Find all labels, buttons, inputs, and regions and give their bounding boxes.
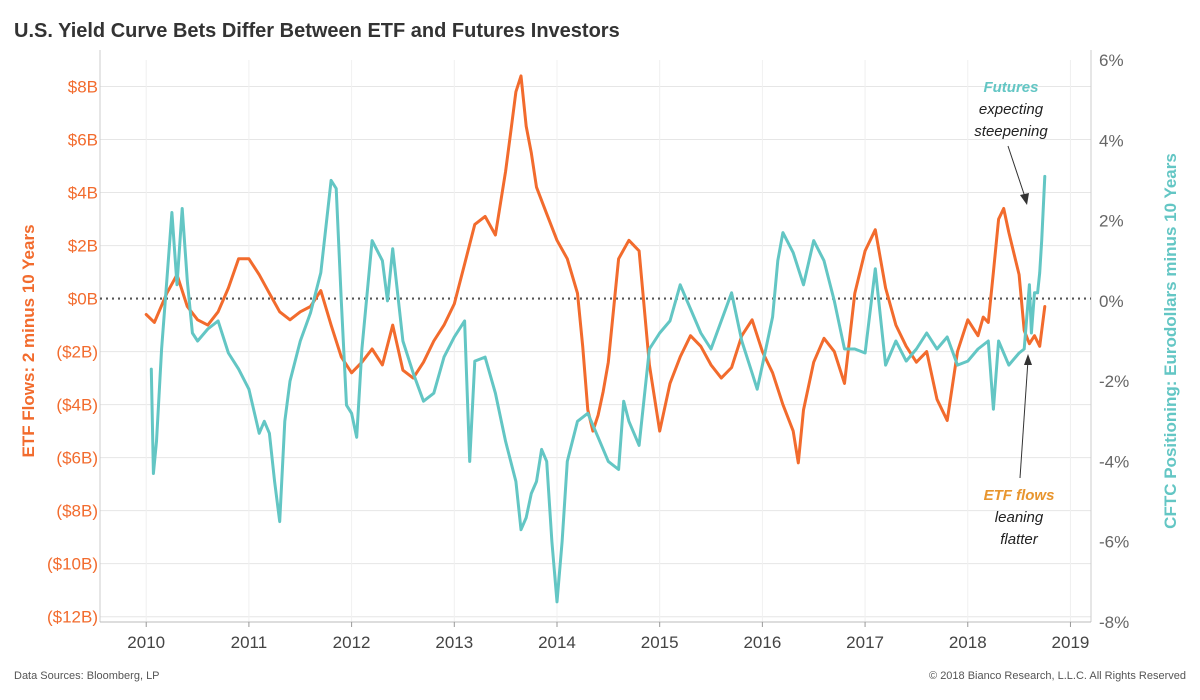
x-tick-label: 2010 xyxy=(127,633,165,652)
left-tick-label: ($2B) xyxy=(56,343,98,362)
annotation-futures-text: expecting xyxy=(979,101,1044,118)
annotation-etf-text: leaning xyxy=(995,509,1044,526)
x-tick-label: 2019 xyxy=(1052,633,1090,652)
right-tick-label: 2% xyxy=(1099,212,1124,231)
right-tick-label: 4% xyxy=(1099,131,1124,150)
annotation-futures-arrow xyxy=(1007,145,1027,201)
copyright: © 2018 Bianco Research, L.L.C. All Right… xyxy=(929,670,1186,682)
left-axis-title: ETF Flows: 2 minus 10 Years xyxy=(19,224,38,457)
data-sources: Data Sources: Bloomberg, LP xyxy=(14,670,160,682)
annotation-etf-text: flatter xyxy=(1000,531,1039,548)
x-tick-label: 2016 xyxy=(743,633,781,652)
x-tick-label: 2015 xyxy=(641,633,679,652)
annotation-etf-title: ETF flows xyxy=(984,487,1055,504)
left-tick-label: ($8B) xyxy=(56,502,98,521)
left-tick-label: $4B xyxy=(68,184,98,203)
grid-layer xyxy=(100,60,1091,622)
left-tick-label: ($12B) xyxy=(47,608,98,627)
annotation-futures-title: Futures xyxy=(983,79,1038,96)
left-tick-label: ($6B) xyxy=(56,449,98,468)
x-tick-label: 2017 xyxy=(846,633,884,652)
left-tick-label: $2B xyxy=(68,237,98,256)
right-tick-label: -2% xyxy=(1099,372,1129,391)
right-tick-label: 6% xyxy=(1099,51,1124,70)
x-tick-label: 2014 xyxy=(538,633,576,652)
annotation-futures-text: steepening xyxy=(974,123,1048,140)
left-tick-label: $8B xyxy=(68,78,98,97)
x-tick-label: 2012 xyxy=(333,633,371,652)
annotation-layer: Futures expecting steepening ETF flows leani… xyxy=(974,79,1054,548)
right-axis-title: CFTC Positioning: Eurodollars minus 10 Y… xyxy=(1161,153,1180,529)
left-tick-label: ($10B) xyxy=(47,555,98,574)
series-layer xyxy=(144,74,1047,604)
left-tick-label: ($4B) xyxy=(56,396,98,415)
series-line-futures xyxy=(149,174,1047,604)
x-tick-label: 2011 xyxy=(231,633,268,652)
left-tick-label: $6B xyxy=(68,131,98,150)
right-tick-label: -8% xyxy=(1099,613,1129,632)
axes-layer: $8B $6B $4B $2B $0B ($2B) ($4B) ($6B) ($8B) ($10B… xyxy=(19,50,1180,652)
x-tick-label: 2018 xyxy=(949,633,987,652)
annotation-futures-arrowhead xyxy=(1020,193,1029,205)
series-line-etf-flows xyxy=(144,74,1047,465)
annotation-etf-arrowhead xyxy=(1024,354,1032,365)
x-tick-label: 2013 xyxy=(435,633,473,652)
right-tick-label: -6% xyxy=(1099,533,1129,552)
right-tick-label: -4% xyxy=(1099,452,1129,471)
left-tick-label: $0B xyxy=(68,290,98,309)
annotation-etf-arrow xyxy=(1019,359,1029,479)
right-tick-label: 0% xyxy=(1099,292,1124,311)
chart-title: U.S. Yield Curve Bets Differ Between ETF… xyxy=(14,20,620,42)
